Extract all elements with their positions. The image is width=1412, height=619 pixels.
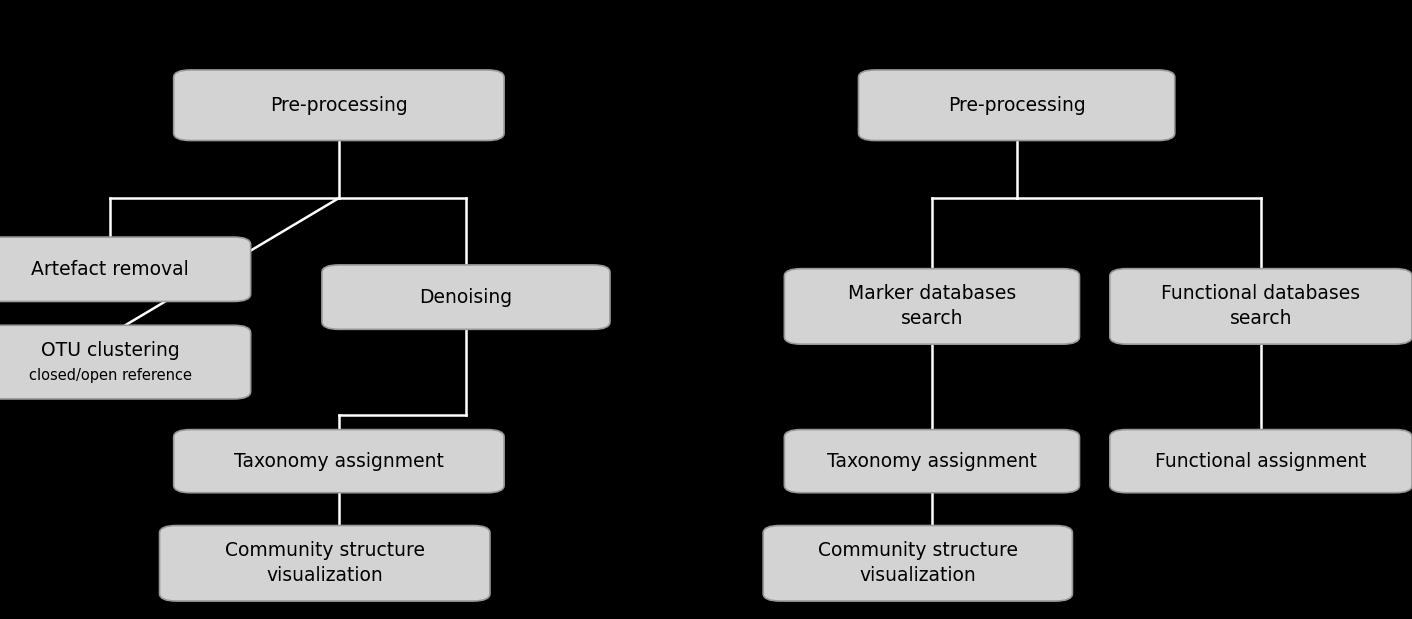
- FancyBboxPatch shape: [785, 269, 1079, 344]
- Text: Pre-processing: Pre-processing: [947, 96, 1086, 115]
- FancyBboxPatch shape: [174, 70, 504, 141]
- Text: Pre-processing: Pre-processing: [270, 96, 408, 115]
- Text: Taxonomy assignment: Taxonomy assignment: [827, 452, 1036, 470]
- FancyBboxPatch shape: [785, 430, 1079, 493]
- Text: OTU clustering: OTU clustering: [41, 342, 179, 360]
- FancyBboxPatch shape: [0, 237, 251, 301]
- Text: Taxonomy assignment: Taxonomy assignment: [234, 452, 443, 470]
- Text: Community structure
visualization: Community structure visualization: [225, 541, 425, 586]
- FancyBboxPatch shape: [322, 265, 610, 329]
- FancyBboxPatch shape: [762, 526, 1073, 601]
- Text: Community structure
visualization: Community structure visualization: [818, 541, 1018, 586]
- FancyBboxPatch shape: [858, 70, 1175, 141]
- Text: closed/open reference: closed/open reference: [28, 368, 192, 383]
- FancyBboxPatch shape: [174, 430, 504, 493]
- FancyBboxPatch shape: [0, 326, 251, 399]
- Text: Denoising: Denoising: [419, 288, 513, 306]
- FancyBboxPatch shape: [1110, 269, 1412, 344]
- Text: Functional databases
search: Functional databases search: [1161, 284, 1361, 329]
- Text: Artefact removal: Artefact removal: [31, 260, 189, 279]
- FancyBboxPatch shape: [1110, 430, 1412, 493]
- Text: Functional assignment: Functional assignment: [1155, 452, 1367, 470]
- Text: Marker databases
search: Marker databases search: [847, 284, 1017, 329]
- FancyBboxPatch shape: [160, 526, 490, 601]
